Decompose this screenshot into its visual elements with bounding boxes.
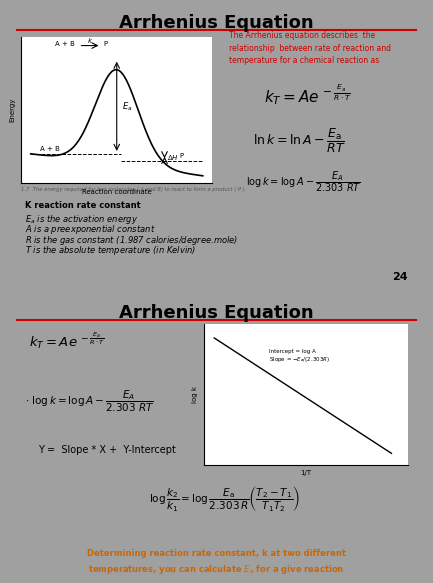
Text: 1.7  The energy required for two molecules ( A and B) to react to form a product: 1.7 The energy required for two molecule… — [21, 187, 246, 192]
Text: Arrhenius Equation: Arrhenius Equation — [119, 304, 314, 322]
Text: 24: 24 — [392, 272, 408, 282]
Text: $\cdot\ \log k = \log A - \dfrac{E_A}{2.303\ RT}$: $\cdot\ \log k = \log A - \dfrac{E_A}{2.… — [25, 389, 155, 414]
Text: $\ln k = \ln A - \dfrac{E_\mathrm{a}}{RT}$: $\ln k = \ln A - \dfrac{E_\mathrm{a}}{RT… — [253, 127, 346, 155]
Text: Y =  Slope * X +  Y-Intercept: Y = Slope * X + Y-Intercept — [38, 445, 176, 455]
Text: $\log k = \log A - \dfrac{E_A}{2.303\ RT}$: $\log k = \log A - \dfrac{E_A}{2.303\ RT… — [246, 169, 362, 194]
Text: $A$ is a preexponential constant: $A$ is a preexponential constant — [25, 223, 156, 236]
Text: K reaction rate constant: K reaction rate constant — [25, 202, 141, 210]
Text: $\log \dfrac{k_2}{k_1} = \log \dfrac{E_\mathrm{a}}{2.303\,R} \left( \dfrac{T_2 -: $\log \dfrac{k_2}{k_1} = \log \dfrac{E_\… — [149, 484, 301, 513]
Text: Determining reaction rate constant, k at two different
temperatures, you can cal: Determining reaction rate constant, k at… — [87, 549, 346, 575]
Text: $k_T = Ae^{\,-\frac{E_a}{R \cdot T}}$: $k_T = Ae^{\,-\frac{E_a}{R \cdot T}}$ — [29, 331, 105, 352]
Text: $E_a$ is the activation energy: $E_a$ is the activation energy — [25, 213, 139, 226]
Text: $k_T = Ae^{\,-\frac{E_a}{R \cdot T}}$: $k_T = Ae^{\,-\frac{E_a}{R \cdot T}}$ — [264, 82, 352, 107]
Text: The Arrhenius equation describes  the
relationship  between rate of reaction and: The Arrhenius equation describes the rel… — [229, 31, 391, 65]
Text: $R$ is the gas constant (1.987 calories/degree.mole): $R$ is the gas constant (1.987 calories/… — [25, 234, 239, 247]
Text: $T$ is the absolute temperature (in Kelvin): $T$ is the absolute temperature (in Kelv… — [25, 244, 197, 258]
Text: Arrhenius Equation: Arrhenius Equation — [119, 14, 314, 32]
